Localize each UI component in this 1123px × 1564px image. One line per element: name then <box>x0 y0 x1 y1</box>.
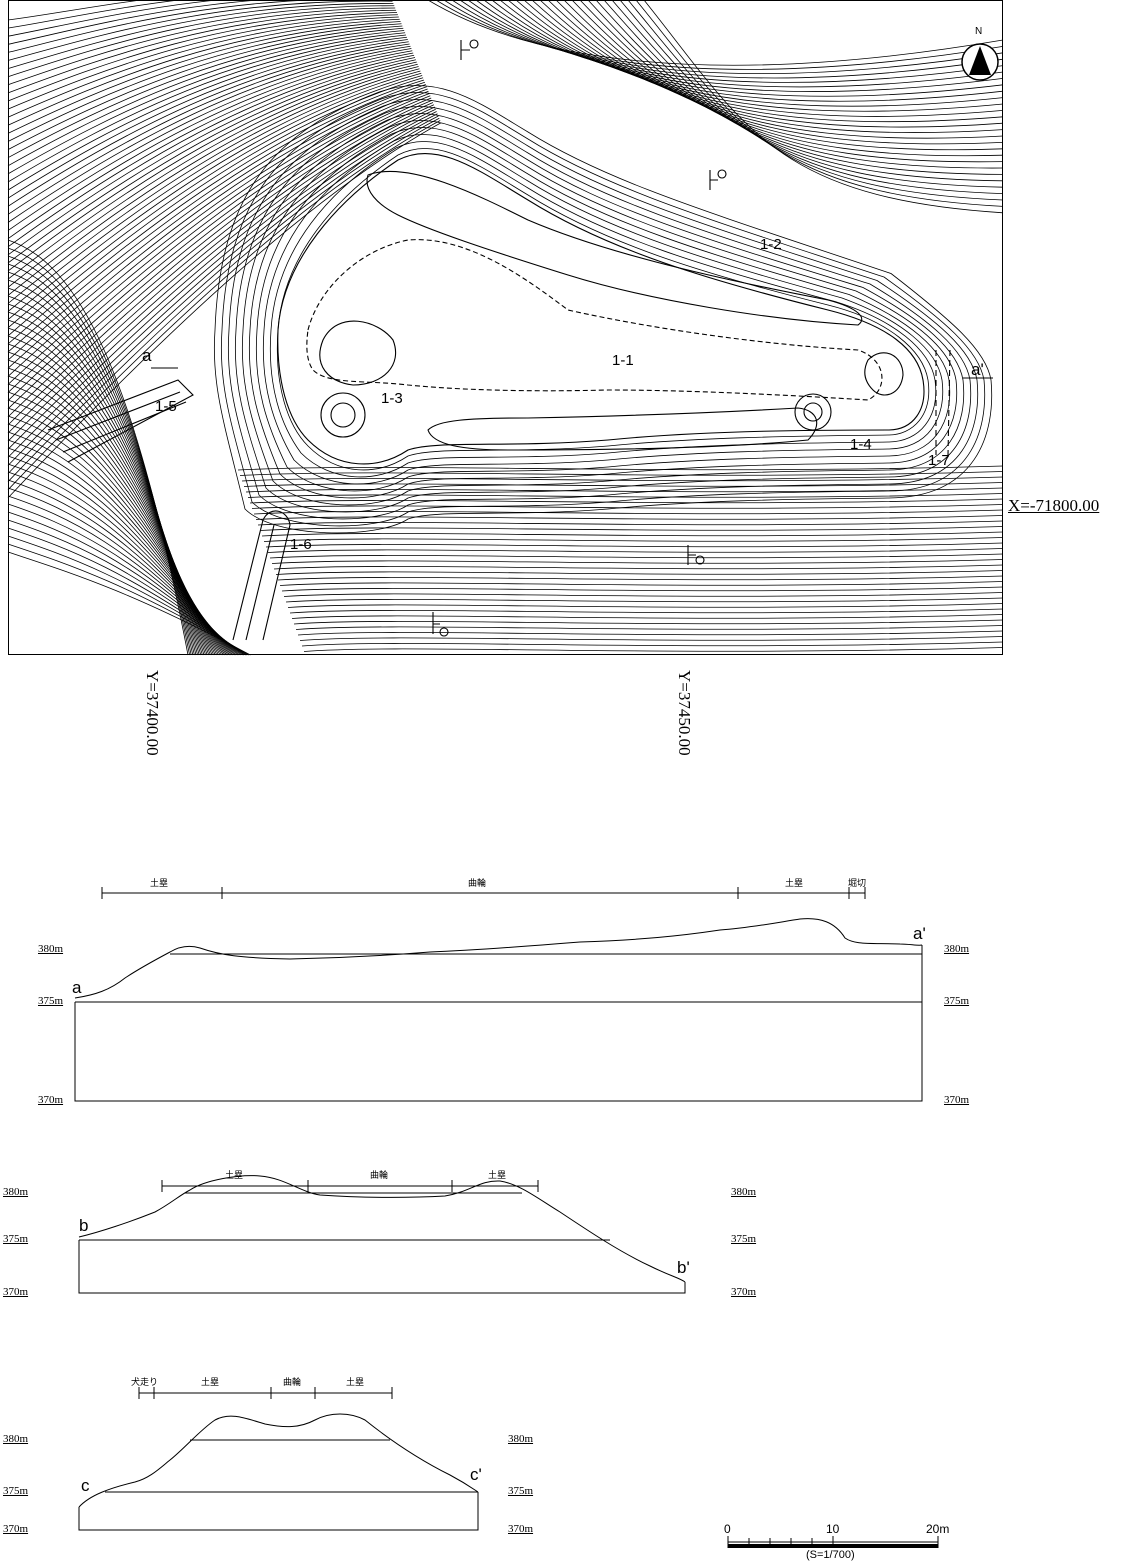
coord-x-label: X=-71800.00 <box>1008 496 1100 515</box>
label-1-7: 1-7 <box>928 452 950 469</box>
section-c-zone-1: 犬走り <box>131 1377 159 1387</box>
section-a-elev-right-370: 370m <box>944 1094 970 1106</box>
mound-1-3-inner <box>330 402 356 428</box>
trench-1-6 <box>232 510 291 641</box>
section-a-elev-left-375: 375m <box>38 995 64 1007</box>
section-c-elev-left-370: 370m <box>3 1523 29 1535</box>
lower-bailey-outline <box>427 407 818 451</box>
section-b-zone-2: 曲輪 <box>370 1170 389 1180</box>
section-b-elev-right-380: 380m <box>731 1186 757 1198</box>
section-a-zone-3: 土塁 <box>785 878 804 888</box>
label-1-4: 1-4 <box>850 436 872 453</box>
north-arrow-icon <box>961 43 999 81</box>
west-summit <box>319 320 397 386</box>
section-b-end: b' <box>677 1258 690 1277</box>
label-1-5: 1-5 <box>155 398 177 415</box>
section-b-zone-3: 土塁 <box>488 1170 507 1180</box>
section-c-elev-right-370: 370m <box>508 1523 534 1535</box>
section-b-start: b <box>79 1216 89 1235</box>
section-b-elev-right-370: 370m <box>731 1286 757 1298</box>
coord-y2-label: Y=37450.00 <box>675 670 694 756</box>
mound-1-3 <box>320 392 366 438</box>
trench-1-5 <box>47 379 194 463</box>
section-a-start: a <box>72 978 82 997</box>
mound-1-4 <box>794 393 832 431</box>
scale-label-0: 0 <box>724 1522 731 1536</box>
section-a-end: a' <box>913 924 926 943</box>
section-c-elev-right-375: 375m <box>508 1485 534 1497</box>
upper-bailey-outline <box>366 170 863 326</box>
north-label: N <box>975 26 983 37</box>
label-a-prime: a' <box>971 360 984 379</box>
section-a-elev-right-380: 380m <box>944 943 970 955</box>
section-c-start: c <box>81 1476 90 1495</box>
main-enclosure-outline <box>277 152 925 465</box>
section-a-zone-4: 堀切 <box>848 878 867 888</box>
section-c-elev-left-375: 375m <box>3 1485 29 1497</box>
label-1-3: 1-3 <box>381 390 403 407</box>
label-1-2: 1-2 <box>760 236 782 253</box>
section-c-elev-right-380: 380m <box>508 1433 534 1445</box>
section-c-end: c' <box>470 1465 482 1484</box>
east-summit <box>864 352 904 396</box>
section-a-elev-left-380: 380m <box>38 943 64 955</box>
benchmark-3 <box>687 545 696 565</box>
mound-1-4-inner <box>803 402 823 422</box>
section-a-elev-left-370: 370m <box>38 1094 64 1106</box>
section-a-elev-right-375: 375m <box>944 995 970 1007</box>
section-b-zone-1: 土塁 <box>225 1170 244 1180</box>
benchmark-2 <box>709 170 718 190</box>
section-b-elev-left-370: 370m <box>3 1286 29 1298</box>
section-c-elev-left-380: 380m <box>3 1433 29 1445</box>
section-c-zone-3: 曲輪 <box>283 1377 302 1387</box>
label-1-1: 1-1 <box>612 352 634 369</box>
section-c-zone-4: 土塁 <box>346 1377 365 1387</box>
section-c-zone-2: 土塁 <box>201 1377 220 1387</box>
inner-enclosure-outline <box>306 239 883 401</box>
contour-map: N 1-1 1-2 1-3 1-4 1-5 1-6 1-7 a a' <box>7 0 1004 656</box>
label-1-6: 1-6 <box>290 536 312 553</box>
coord-y1-label: Y=37400.00 <box>143 670 162 756</box>
section-a-zone-1: 土塁 <box>150 878 169 888</box>
section-b-elev-left-380: 380m <box>3 1186 29 1198</box>
contour-map-drawing <box>7 0 1004 656</box>
benchmark-4 <box>432 612 440 634</box>
label-a: a <box>142 346 152 365</box>
section-b-elev-right-375: 375m <box>731 1233 757 1245</box>
section-a-zone-2: 曲輪 <box>468 878 487 888</box>
section-b-elev-left-375: 375m <box>3 1233 29 1245</box>
benchmark-1 <box>460 40 470 60</box>
scale-bar <box>727 1536 939 1548</box>
scale-ratio: (S=1/700) <box>806 1549 855 1561</box>
scale-label-20m: 20m <box>926 1522 950 1536</box>
scale-label-10: 10 <box>826 1522 840 1536</box>
